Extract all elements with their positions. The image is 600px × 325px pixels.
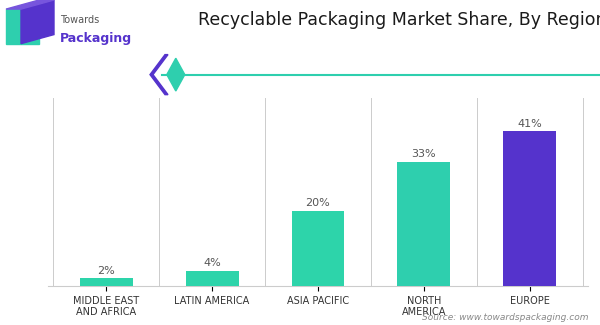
Text: 20%: 20% [305,198,331,208]
Polygon shape [21,0,54,44]
Text: 33%: 33% [412,149,436,159]
Polygon shape [167,58,185,91]
Text: Towards: Towards [60,15,99,25]
Bar [397,162,451,286]
Text: Packaging: Packaging [60,32,132,45]
Text: Source: www.towardspackaging.com: Source: www.towardspackaging.com [421,313,588,322]
Bar [185,271,239,286]
Text: 41%: 41% [517,119,542,129]
Bar [80,279,133,286]
Polygon shape [150,55,168,95]
Text: Recyclable Packaging Market Share, By Region, 2022 (%): Recyclable Packaging Market Share, By Re… [198,11,600,29]
Text: 4%: 4% [203,258,221,268]
Bar [292,211,344,286]
Text: 2%: 2% [97,266,115,276]
Bar [6,9,39,44]
Bar [503,131,556,286]
Polygon shape [6,0,54,9]
